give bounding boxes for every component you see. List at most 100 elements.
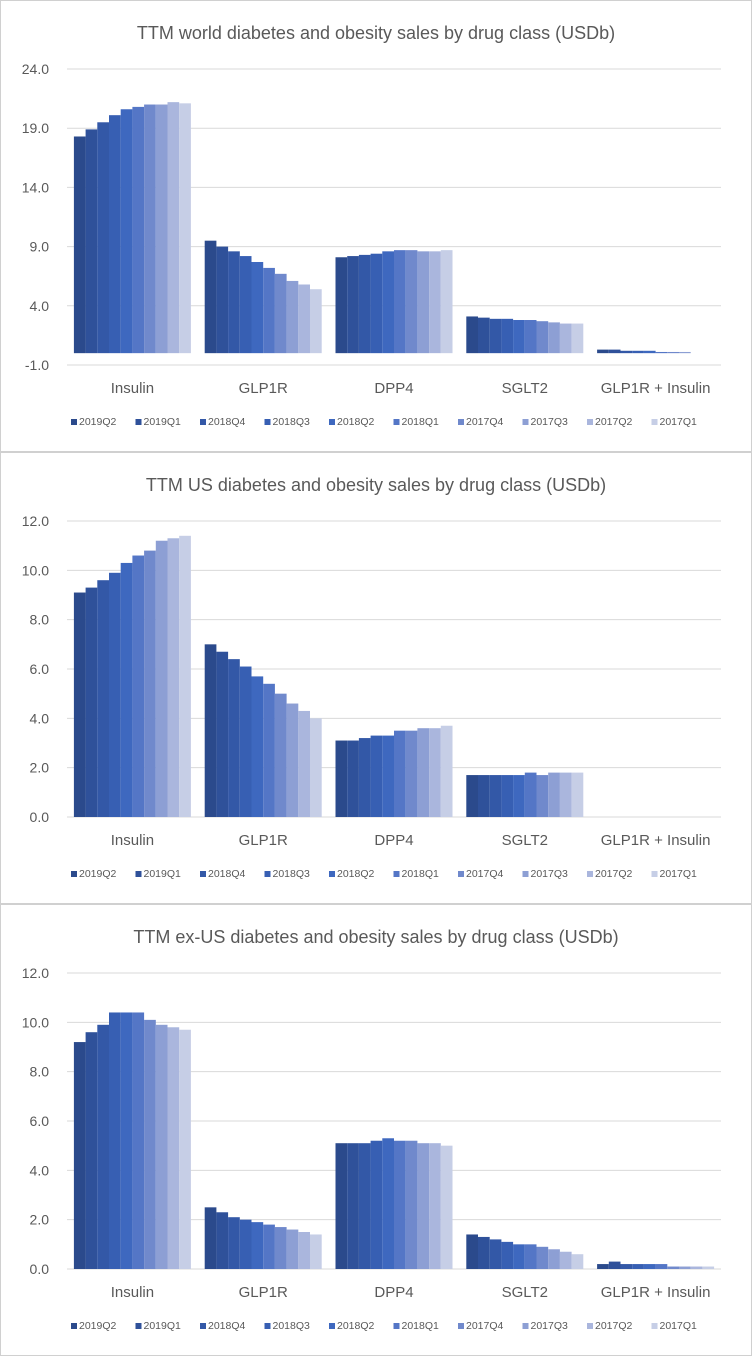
bar bbox=[382, 735, 394, 817]
x-tick-label: DPP4 bbox=[374, 832, 413, 849]
bar bbox=[251, 676, 264, 817]
chart-title: TTM US diabetes and obesity sales by dru… bbox=[146, 475, 606, 495]
y-tick-label: 19.0 bbox=[22, 120, 49, 136]
bar bbox=[440, 1145, 453, 1269]
bar bbox=[667, 1266, 679, 1269]
chart-world: TTM world diabetes and obesity sales by … bbox=[22, 23, 721, 428]
legend-swatch bbox=[522, 871, 529, 877]
bar bbox=[216, 246, 229, 354]
bar bbox=[73, 592, 86, 817]
x-tick-label: GLP1R + Insulin bbox=[601, 832, 711, 849]
y-tick-label: 14.0 bbox=[22, 179, 49, 195]
y-tick-label: 10.0 bbox=[22, 562, 49, 578]
bar bbox=[382, 251, 394, 354]
bar bbox=[571, 772, 584, 817]
x-tick-label: Insulin bbox=[111, 832, 154, 849]
bar bbox=[679, 351, 691, 354]
bar bbox=[179, 535, 191, 817]
bar bbox=[466, 316, 478, 354]
bar bbox=[655, 351, 668, 354]
bar bbox=[216, 1212, 229, 1269]
bar bbox=[405, 1140, 418, 1269]
bar bbox=[501, 1241, 514, 1269]
bar bbox=[216, 651, 229, 817]
legend-label: 2018Q2 bbox=[337, 1320, 375, 1332]
bar bbox=[120, 109, 133, 354]
legend-swatch bbox=[587, 1323, 593, 1329]
bar bbox=[466, 1234, 478, 1269]
bar bbox=[370, 253, 383, 354]
x-tick-label: GLP1R bbox=[239, 832, 288, 849]
bar bbox=[382, 1138, 394, 1269]
bar bbox=[239, 1219, 252, 1269]
bar bbox=[417, 1143, 430, 1269]
bar bbox=[501, 775, 514, 817]
bar bbox=[204, 644, 217, 817]
bar bbox=[73, 1042, 86, 1269]
legend-label: 2017Q4 bbox=[466, 1320, 504, 1332]
bar bbox=[478, 317, 490, 354]
legend-swatch bbox=[71, 419, 77, 425]
bar bbox=[239, 256, 252, 354]
bar bbox=[263, 267, 275, 354]
bar bbox=[179, 1029, 191, 1269]
legend-swatch bbox=[329, 419, 335, 425]
bar bbox=[394, 1140, 406, 1269]
bar bbox=[559, 772, 572, 817]
bar bbox=[263, 683, 275, 817]
bar bbox=[251, 1222, 264, 1269]
legend-swatch bbox=[458, 419, 464, 425]
bar bbox=[274, 1227, 287, 1269]
bar bbox=[132, 1012, 145, 1269]
bar bbox=[489, 318, 502, 354]
bar bbox=[548, 1249, 560, 1269]
chart-title: TTM ex-US diabetes and obesity sales by … bbox=[133, 927, 618, 947]
y-tick-label: -1.0 bbox=[25, 357, 49, 373]
bar bbox=[548, 772, 560, 817]
bar bbox=[155, 104, 168, 354]
bar bbox=[370, 735, 383, 817]
legend-swatch bbox=[71, 1323, 77, 1329]
bar bbox=[310, 718, 322, 817]
bar bbox=[358, 254, 371, 354]
y-tick-label: 4.0 bbox=[30, 710, 50, 726]
y-tick-label: 10.0 bbox=[22, 1014, 49, 1030]
legend-swatch bbox=[264, 419, 271, 425]
bar bbox=[536, 1246, 549, 1269]
legend-label: 2018Q3 bbox=[273, 868, 311, 880]
legend-label: 2018Q1 bbox=[402, 868, 440, 880]
legend-swatch bbox=[651, 1323, 658, 1329]
bar bbox=[501, 318, 514, 354]
bar bbox=[690, 1266, 703, 1269]
y-tick-label: 12.0 bbox=[22, 513, 49, 529]
bar bbox=[679, 1266, 691, 1269]
x-tick-label: SGLT2 bbox=[502, 1284, 548, 1301]
legend-label: 2018Q4 bbox=[208, 416, 246, 428]
legend-swatch bbox=[651, 419, 658, 425]
bar bbox=[655, 1264, 668, 1269]
bar bbox=[179, 103, 191, 354]
bar bbox=[120, 562, 133, 817]
bar bbox=[440, 250, 453, 354]
bar bbox=[597, 1264, 609, 1269]
legend-swatch bbox=[200, 871, 206, 877]
bar bbox=[417, 251, 430, 354]
chart-panel-world: TTM world diabetes and obesity sales by … bbox=[0, 0, 752, 452]
bar bbox=[417, 728, 430, 817]
y-tick-label: 6.0 bbox=[30, 661, 50, 677]
bar bbox=[524, 772, 537, 817]
bar bbox=[358, 738, 371, 817]
chart-ex-us: TTM ex-US diabetes and obesity sales by … bbox=[22, 927, 721, 1332]
x-tick-label: GLP1R bbox=[239, 380, 288, 397]
bar bbox=[370, 1140, 383, 1269]
x-tick-label: SGLT2 bbox=[502, 832, 548, 849]
y-tick-label: 6.0 bbox=[30, 1113, 50, 1129]
legend-swatch bbox=[587, 871, 593, 877]
x-tick-label: SGLT2 bbox=[502, 380, 548, 397]
legend-label: 2018Q2 bbox=[337, 868, 375, 880]
bar bbox=[228, 659, 240, 817]
legend-swatch bbox=[522, 1323, 529, 1329]
legend-label: 2019Q2 bbox=[79, 416, 117, 428]
legend-label: 2018Q4 bbox=[208, 868, 246, 880]
legend-label: 2017Q1 bbox=[660, 1320, 698, 1332]
